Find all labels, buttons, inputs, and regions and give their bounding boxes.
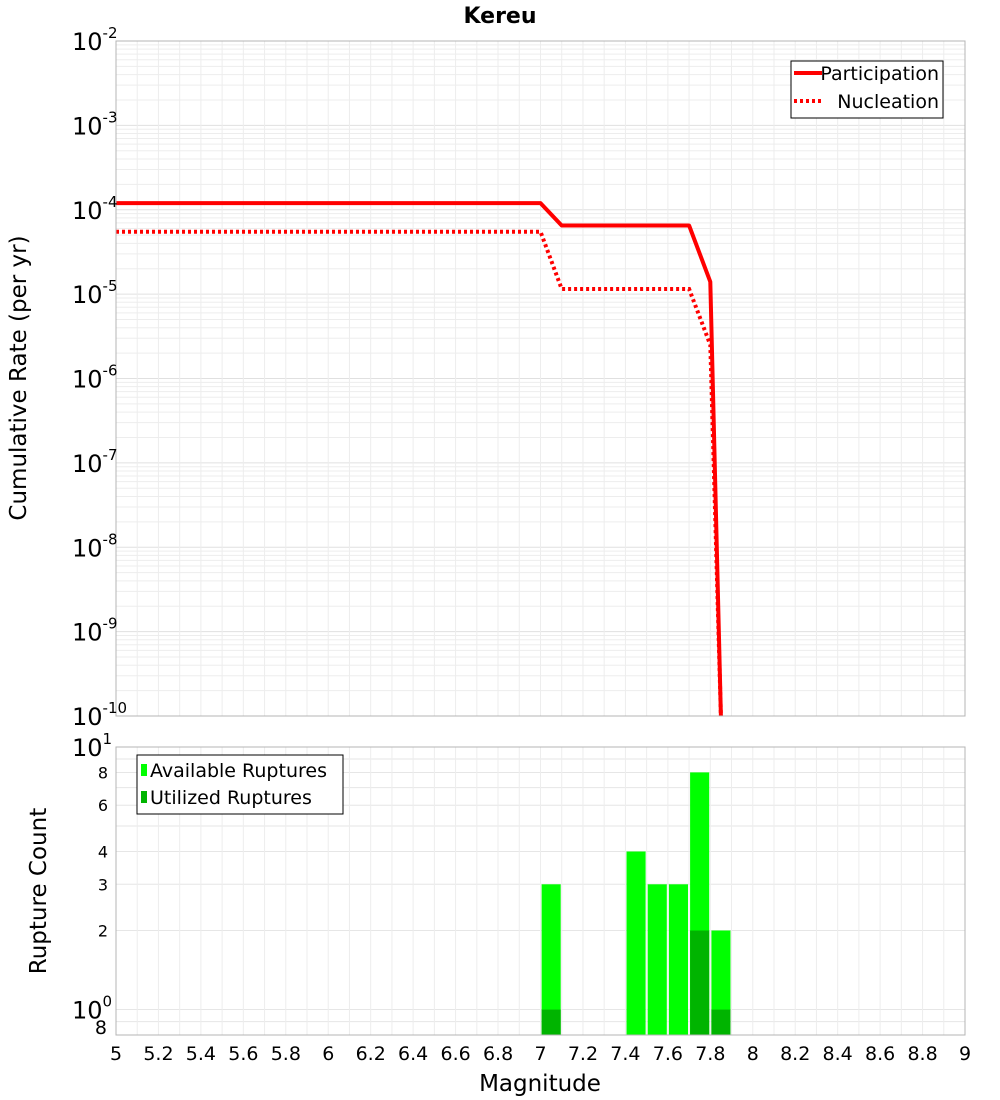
x-tick-label: 6.2 <box>356 1043 386 1065</box>
x-tick-label: 6 <box>322 1043 334 1065</box>
x-tick-label: 7 <box>534 1043 546 1065</box>
count-y-tick-label: 2 <box>98 922 108 941</box>
count-y-axis-title: Rupture Count <box>26 808 52 974</box>
count-y-tick-label: 101 <box>72 730 112 762</box>
rate-y-tick-labels: 10-2 10-3 10-4 10-5 10-6 10-7 10-8 10-9 10-10 <box>72 24 127 731</box>
rate-y-tick-label: 10-6 <box>72 362 118 394</box>
bar-available-ruptures <box>626 851 646 1035</box>
rate-grid <box>115 41 966 717</box>
x-tick-label: 7.4 <box>610 1043 640 1065</box>
x-tick-label: 7.2 <box>568 1043 598 1065</box>
x-tick-label: 8.8 <box>907 1043 937 1065</box>
rate-legend: Participation Nucleation <box>790 60 944 119</box>
count-y-tick-label: 3 <box>98 875 108 894</box>
rate-series-layer <box>116 201 723 717</box>
legend-label-utilized-ruptures: Utilized Ruptures <box>150 787 312 809</box>
count-y-tick-label: 4 <box>98 842 108 861</box>
x-tick-label: 7.8 <box>695 1043 725 1065</box>
legend-swatch-available-ruptures <box>141 764 147 776</box>
rate-y-tick-label: 10-5 <box>72 277 118 309</box>
rate-y-tick-label: 10-9 <box>72 615 118 647</box>
x-tick-label: 6.8 <box>483 1043 513 1065</box>
rate-y-tick-label: 10-8 <box>72 530 118 562</box>
x-tick-label: 7.6 <box>653 1043 683 1065</box>
count-legend-box <box>136 754 344 815</box>
rate-legend-box <box>790 60 944 119</box>
count-y-tick-label: 6 <box>98 796 108 815</box>
count-plot-frame <box>115 746 966 1036</box>
series-line-participation <box>116 201 723 717</box>
x-tick-label: 6.4 <box>398 1043 428 1065</box>
x-tick-label: 5 <box>110 1043 122 1065</box>
rate-y-tick-label: 10-3 <box>72 108 118 140</box>
legend-swatch-utilized-ruptures <box>141 791 147 803</box>
x-tick-label: 9 <box>959 1043 971 1065</box>
x-tick-label: 5.2 <box>143 1043 173 1065</box>
count-bars-layer <box>541 772 731 1035</box>
rate-y-tick-label: 10-7 <box>72 446 118 478</box>
series-line-nucleation <box>116 229 723 717</box>
rate-panel: 10-2 10-3 10-4 10-5 10-6 10-7 10-8 10-9 10-10 Cu… <box>6 24 966 731</box>
x-tick-label: 5.6 <box>228 1043 258 1065</box>
bar-utilized-ruptures <box>541 1009 561 1035</box>
x-tick-label: 5.4 <box>186 1043 216 1065</box>
x-tick-label: 8 <box>747 1043 759 1065</box>
legend-label-available-ruptures: Available Ruptures <box>150 760 327 782</box>
x-tick-label: 6.6 <box>440 1043 470 1065</box>
count-legend: Available Ruptures Utilized Ruptures <box>136 754 344 815</box>
x-tick-label: 8.6 <box>865 1043 895 1065</box>
rate-y-tick-label: 10-2 <box>72 24 118 56</box>
bar-available-ruptures <box>711 930 731 1035</box>
chart-title: Kereu <box>463 4 536 29</box>
rate-y-axis-title: Cumulative Rate (per yr) <box>6 235 32 520</box>
bar-utilized-ruptures <box>711 1009 731 1035</box>
legend-label-nucleation: Nucleation <box>837 91 939 113</box>
x-tick-label: 8.4 <box>823 1043 853 1065</box>
bar-available-ruptures <box>647 884 667 1035</box>
bar-available-ruptures <box>541 884 561 1035</box>
bar-available-ruptures <box>668 884 688 1035</box>
bar-utilized-ruptures <box>690 930 710 1035</box>
count-y-tick-label: 100 <box>72 993 112 1025</box>
rate-y-tick-label: 10-10 <box>72 699 127 731</box>
rate-y-tick-label: 10-4 <box>72 193 118 225</box>
legend-label-participation: Participation <box>820 63 939 85</box>
rate-plot-frame <box>115 40 966 717</box>
x-tick-labels: 5 5.2 5.4 5.6 5.8 6 6.2 6.4 6.6 6.8 7 7.2 7.4 7.6 7.8 8… <box>110 1043 971 1065</box>
x-tick-label: 8.2 <box>780 1043 810 1065</box>
x-tick-label: 5.8 <box>271 1043 301 1065</box>
x-axis-title: Magnitude <box>479 1071 601 1097</box>
count-y-tick-label: 8 <box>98 763 108 782</box>
count-y-tick-label: 8 <box>95 1017 107 1039</box>
